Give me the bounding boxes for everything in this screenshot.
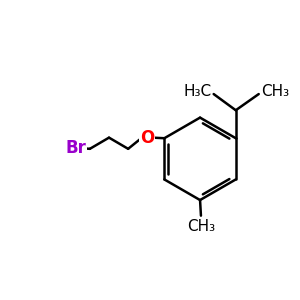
Text: H₃C: H₃C (183, 84, 211, 99)
Text: CH₃: CH₃ (187, 219, 215, 234)
Text: O: O (140, 129, 154, 147)
Text: Br: Br (65, 139, 86, 157)
Text: CH₃: CH₃ (261, 84, 289, 99)
